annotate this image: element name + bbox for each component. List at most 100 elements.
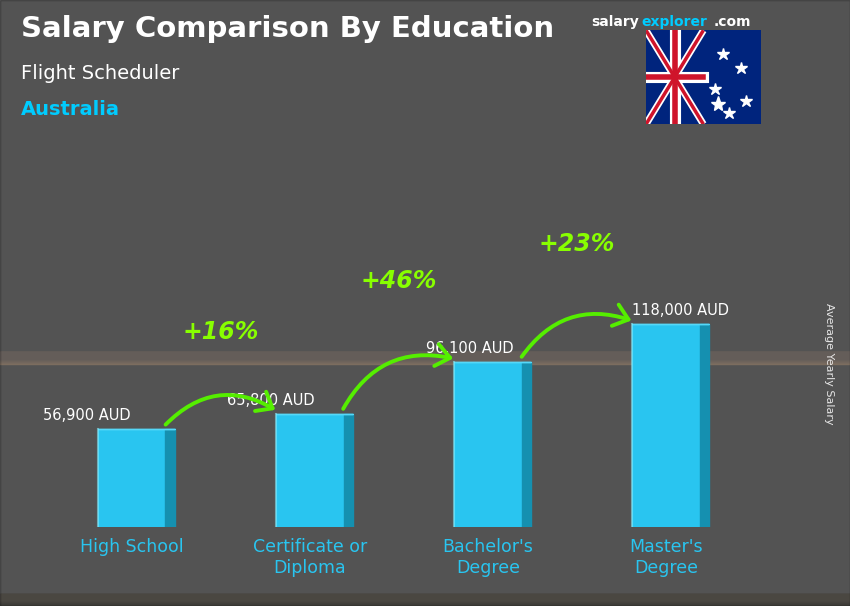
- Polygon shape: [343, 414, 353, 527]
- Polygon shape: [166, 429, 175, 527]
- Bar: [0, 357, 850, 363]
- Bar: [0, 356, 850, 362]
- Bar: [0, 355, 850, 361]
- Bar: [0, 595, 850, 601]
- Bar: [0, 354, 850, 360]
- Bar: [0, 596, 850, 602]
- Bar: [0, 598, 850, 604]
- Bar: [0, 596, 850, 602]
- Bar: [0, 355, 850, 361]
- Text: Flight Scheduler: Flight Scheduler: [21, 64, 179, 82]
- Bar: [0, 599, 850, 605]
- Bar: [0, 594, 850, 601]
- Bar: [0, 357, 850, 363]
- FancyBboxPatch shape: [98, 429, 166, 527]
- Text: +23%: +23%: [539, 231, 615, 256]
- Bar: [0, 356, 850, 362]
- Bar: [0, 355, 850, 361]
- Bar: [0, 356, 850, 362]
- Bar: [0, 355, 850, 361]
- Bar: [0, 356, 850, 362]
- Text: 118,000 AUD: 118,000 AUD: [632, 303, 729, 318]
- Text: +46%: +46%: [360, 270, 437, 293]
- Bar: [0, 353, 850, 359]
- Bar: [0, 598, 850, 604]
- Text: Salary Comparison By Education: Salary Comparison By Education: [21, 15, 554, 43]
- Bar: [0, 600, 850, 606]
- Bar: [0, 600, 850, 606]
- Bar: [0, 354, 850, 360]
- Bar: [0, 354, 850, 360]
- Bar: [0, 597, 850, 603]
- Bar: [0, 358, 850, 364]
- Bar: [0, 353, 850, 359]
- Bar: [0, 597, 850, 603]
- Bar: [0, 352, 850, 358]
- Text: Australia: Australia: [21, 100, 120, 119]
- Bar: [0, 594, 850, 600]
- Bar: [0, 351, 850, 358]
- Bar: [0, 355, 850, 361]
- Bar: [0, 353, 850, 359]
- Bar: [0, 594, 850, 601]
- Bar: [0, 355, 850, 361]
- Bar: [0, 353, 850, 359]
- Text: 65,800 AUD: 65,800 AUD: [227, 393, 314, 408]
- Bar: [0, 599, 850, 605]
- Bar: [0, 599, 850, 605]
- Bar: [0, 594, 850, 601]
- Bar: [0, 351, 850, 358]
- Bar: [0, 352, 850, 358]
- Bar: [0, 595, 850, 601]
- Bar: [0, 598, 850, 604]
- Bar: [0, 353, 850, 359]
- Bar: [0, 596, 850, 602]
- Polygon shape: [522, 362, 531, 527]
- Text: +16%: +16%: [183, 320, 259, 344]
- Bar: [0, 357, 850, 363]
- Bar: [0, 357, 850, 363]
- Bar: [0, 353, 850, 359]
- Bar: [0, 356, 850, 362]
- Bar: [0, 357, 850, 363]
- Bar: [0, 352, 850, 358]
- Bar: [0, 595, 850, 601]
- Bar: [0, 353, 850, 359]
- Bar: [0, 596, 850, 602]
- Bar: [0, 596, 850, 602]
- Bar: [0, 595, 850, 601]
- Bar: [0, 352, 850, 358]
- Bar: [0, 599, 850, 605]
- Bar: [0, 598, 850, 604]
- FancyBboxPatch shape: [454, 362, 522, 527]
- Bar: [0, 354, 850, 360]
- FancyArrowPatch shape: [343, 344, 450, 409]
- Bar: [0, 356, 850, 362]
- Bar: [0, 355, 850, 361]
- Bar: [0, 600, 850, 606]
- Bar: [0, 355, 850, 361]
- FancyArrowPatch shape: [166, 391, 273, 425]
- Text: explorer: explorer: [642, 15, 707, 29]
- Bar: [0, 356, 850, 362]
- Bar: [0, 352, 850, 358]
- Bar: [0, 597, 850, 603]
- Bar: [0, 357, 850, 363]
- Bar: [0, 599, 850, 605]
- Text: 96,100 AUD: 96,100 AUD: [427, 341, 514, 356]
- FancyArrowPatch shape: [522, 305, 628, 357]
- Bar: [0, 356, 850, 362]
- Bar: [0, 355, 850, 361]
- Bar: [0, 355, 850, 361]
- Bar: [0, 358, 850, 364]
- Polygon shape: [700, 324, 710, 527]
- FancyBboxPatch shape: [632, 324, 700, 527]
- Bar: [0, 596, 850, 602]
- Bar: [0, 595, 850, 601]
- Bar: [0, 356, 850, 362]
- Bar: [0, 353, 850, 359]
- Bar: [0, 355, 850, 361]
- Bar: [0, 355, 850, 361]
- Bar: [0, 353, 850, 359]
- FancyBboxPatch shape: [276, 414, 343, 527]
